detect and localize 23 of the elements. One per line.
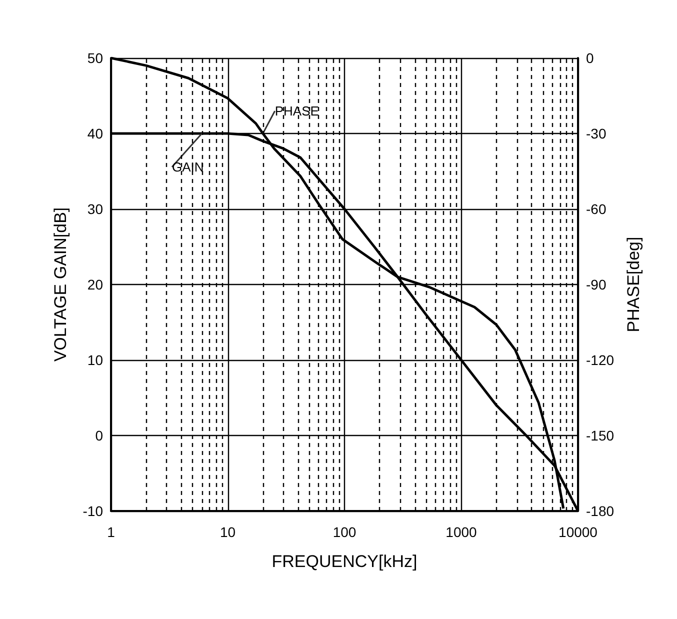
- y2-tick-label: -180: [586, 503, 614, 519]
- x-tick-label: 1: [107, 524, 116, 540]
- y-tick-label: 50: [87, 50, 104, 66]
- y2-tick-label: 0: [586, 50, 594, 66]
- x-tick-label: 10000: [558, 524, 598, 540]
- y2-tick-label: -60: [586, 201, 606, 217]
- y-tick-label: -10: [82, 503, 104, 519]
- y-axis-title: VOLTAGE GAIN[dB]: [51, 207, 70, 362]
- y2-tick-label: -150: [586, 428, 614, 444]
- x-tick-label: 10: [220, 524, 236, 540]
- y2-tick-label: -90: [586, 276, 606, 292]
- y2-tick-label: -30: [586, 126, 606, 142]
- x-tick-label: 1000: [446, 524, 478, 540]
- y-tick-label: 0: [95, 428, 104, 444]
- y-tick-label: 20: [87, 276, 104, 292]
- x-tick-label: 100: [332, 524, 356, 540]
- y-tick-label: 40: [87, 126, 104, 142]
- series-label: PHASE: [274, 104, 320, 118]
- x-axis-title: FREQUENCY[kHz]: [272, 552, 418, 571]
- y-tick-label: 30: [87, 201, 104, 217]
- y-tick-label: 10: [87, 352, 104, 368]
- y2-axis-title: PHASE[deg]: [624, 236, 643, 332]
- y2-tick-label: -120: [586, 352, 614, 368]
